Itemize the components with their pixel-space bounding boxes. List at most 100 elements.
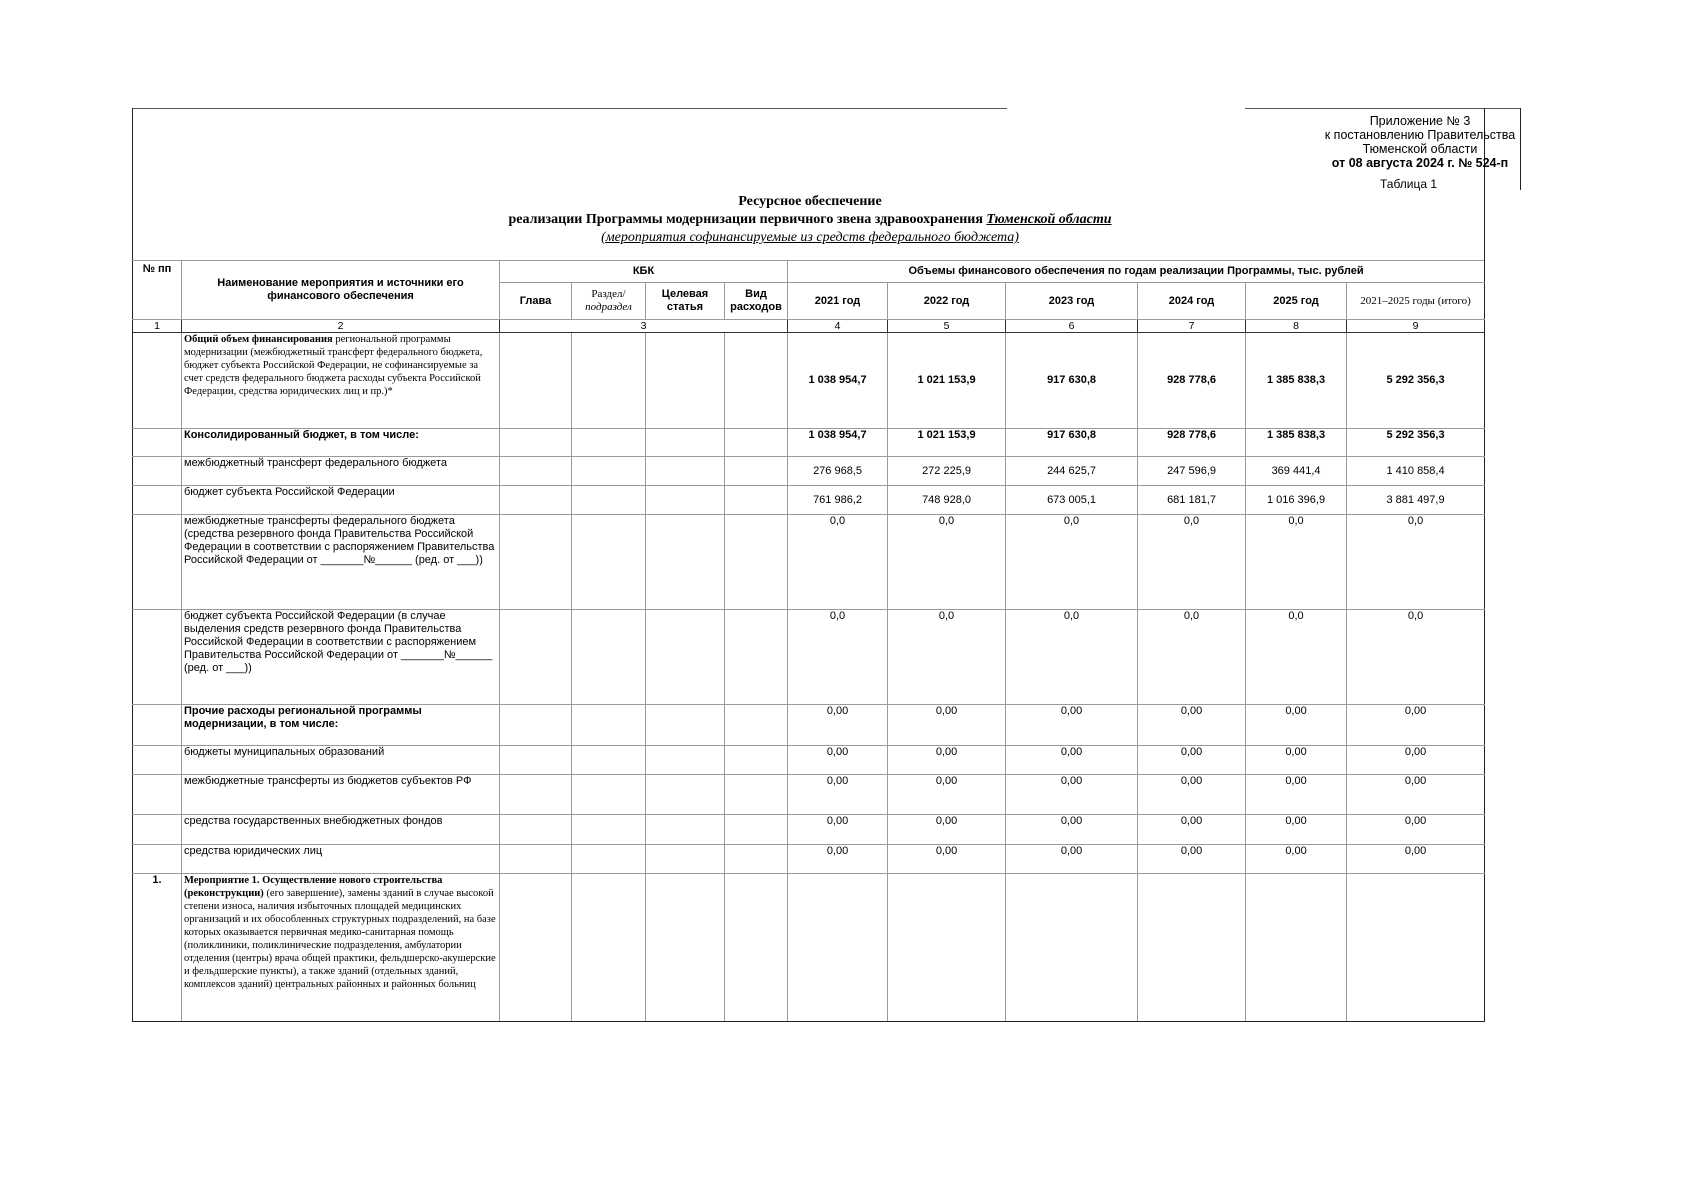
value-cell: 1 385 838,3 — [1245, 428, 1348, 457]
row-name-text: бюджет субъекта Российской Федерации (в … — [184, 610, 493, 675]
col-number: 8 — [1245, 319, 1348, 333]
kbk-cell — [499, 774, 572, 815]
outer-right-border — [1520, 108, 1521, 190]
kbk-cell — [499, 745, 572, 775]
row-name: средства государственных внебюджетных фо… — [181, 814, 500, 845]
top-rule-right — [1245, 108, 1521, 109]
appendix-line: к постановлению Правительства — [1324, 128, 1516, 142]
row-name: бюджет субъекта Российской Федерации — [181, 485, 500, 515]
kbk-cell — [723, 609, 789, 705]
col-number: 3 — [498, 319, 789, 333]
value-cell: 0,0 — [787, 609, 889, 705]
kbk-cell — [499, 428, 572, 457]
kbk-cell — [723, 704, 789, 746]
row-number — [132, 332, 182, 429]
row-name-bold: Общий объем финансирования — [184, 334, 333, 345]
value-cell: 1 038 954,7 — [787, 332, 889, 429]
value-cell: 0,00 — [887, 814, 1007, 845]
title-region: Тюменской области — [986, 212, 1112, 227]
kbk-cell — [645, 704, 725, 746]
header-razdel-line: Раздел/ — [591, 288, 626, 300]
value-cell: 748 928,0 — [887, 485, 1007, 515]
header-year-2021: 2021 год — [787, 282, 889, 320]
table-row: средства юридических лиц 0,00 0,00 0,00 0,00… — [132, 844, 1486, 874]
value-cell — [1005, 873, 1139, 1022]
kbk-cell — [723, 514, 789, 610]
appendix-note: Приложение № 3 к постановлению Правитель… — [1300, 114, 1540, 170]
value-cell: 276 968,5 — [787, 456, 889, 486]
row-name-text: бюджеты муниципальных образований — [184, 746, 385, 759]
value-cell: 0,0 — [1245, 514, 1348, 610]
kbk-cell — [723, 428, 789, 457]
kbk-cell — [571, 485, 646, 515]
value-cell: 928 778,6 — [1137, 428, 1247, 457]
header-glava: Глава — [499, 282, 572, 320]
kbk-cell — [499, 704, 572, 746]
row-name-bold: Консолидированный бюджет, в том числе: — [184, 429, 419, 442]
value-cell: 0,0 — [1245, 609, 1348, 705]
value-cell — [1346, 873, 1486, 1022]
value-cell: 5 292 356,3 — [1346, 428, 1486, 457]
value-cell: 1 021 153,9 — [887, 332, 1007, 429]
kbk-cell — [571, 873, 646, 1022]
row-name: межбюджетный трансферт федерального бюдж… — [181, 456, 500, 486]
value-cell: 1 021 153,9 — [887, 428, 1007, 457]
row-number — [132, 745, 182, 775]
table-row: межбюджетные трансферты из бюджетов субъ… — [132, 774, 1486, 815]
row-name-bold: Мероприятие 1. Осуществление нового стро… — [184, 875, 443, 899]
row-name: бюджет субъекта Российской Федерации (в … — [181, 609, 500, 705]
row-name-text: (его завершение), замены зданий в случае… — [184, 888, 496, 990]
value-cell: 0,00 — [887, 844, 1007, 874]
kbk-cell — [645, 873, 725, 1022]
value-cell — [1245, 873, 1348, 1022]
value-cell: 0,00 — [1245, 704, 1348, 746]
value-cell: 0,00 — [1137, 844, 1247, 874]
row-name-text: межбюджетные трансферты из бюджетов субъ… — [184, 775, 472, 788]
kbk-cell — [571, 844, 646, 874]
title-line: реализации Программы модернизации первич… — [300, 211, 1320, 229]
left-border — [132, 108, 133, 260]
value-cell: 0,00 — [887, 774, 1007, 815]
value-cell: 3 881 497,9 — [1346, 485, 1486, 515]
col-number: 4 — [787, 319, 889, 333]
table-row: межбюджетный трансферт федерального бюдж… — [132, 456, 1486, 486]
value-cell: 0,00 — [1346, 704, 1486, 746]
value-cell: 1 016 396,9 — [1245, 485, 1348, 515]
table-row: бюджет субъекта Российской Федерации 761 … — [132, 485, 1486, 515]
kbk-cell — [571, 332, 646, 429]
appendix-line: Тюменской области — [1362, 142, 1478, 156]
row-name: межбюджетные трансферты федерального бюд… — [181, 514, 500, 610]
value-cell: 272 225,9 — [887, 456, 1007, 486]
value-cell: 761 986,2 — [787, 485, 889, 515]
table-row: межбюджетные трансферты федерального бюд… — [132, 514, 1486, 610]
value-cell: 673 005,1 — [1005, 485, 1139, 515]
kbk-cell — [571, 428, 646, 457]
row-number — [132, 485, 182, 515]
header-razdel: Раздел/подраздел — [571, 282, 646, 320]
kbk-cell — [645, 456, 725, 486]
value-cell: 0,00 — [1137, 814, 1247, 845]
value-cell: 0,0 — [887, 514, 1007, 610]
col-number: 6 — [1005, 319, 1139, 333]
row-number — [132, 814, 182, 845]
kbk-cell — [499, 456, 572, 486]
right-border — [1484, 108, 1485, 260]
kbk-cell — [723, 485, 789, 515]
document-title: Ресурсное обеспечение реализации Програм… — [300, 193, 1320, 247]
kbk-cell — [645, 428, 725, 457]
row-name: межбюджетные трансферты из бюджетов субъ… — [181, 774, 500, 815]
title-subtitle: (мероприятия софинансируемые из средств … — [601, 230, 1019, 245]
value-cell: 0,00 — [1346, 844, 1486, 874]
value-cell — [887, 873, 1007, 1022]
kbk-cell — [499, 844, 572, 874]
value-cell: 0,0 — [787, 514, 889, 610]
value-cell: 247 596,9 — [1137, 456, 1247, 486]
kbk-cell — [571, 774, 646, 815]
value-cell: 244 625,7 — [1005, 456, 1139, 486]
table-row: Консолидированный бюджет, в том числе: 1 … — [132, 428, 1486, 457]
value-cell: 0,00 — [1005, 704, 1139, 746]
kbk-cell — [499, 814, 572, 845]
value-cell: 0,00 — [1245, 774, 1348, 815]
kbk-cell — [723, 332, 789, 429]
table-row: Прочие расходы региональной программы мо… — [132, 704, 1486, 746]
